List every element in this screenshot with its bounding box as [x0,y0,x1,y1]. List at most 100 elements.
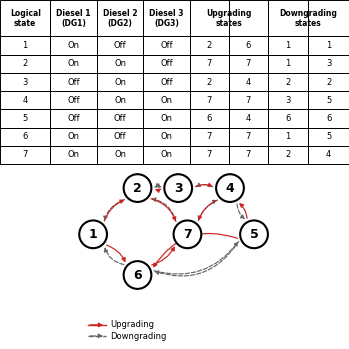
Text: On: On [114,150,126,159]
Text: Logical
state: Logical state [10,8,40,28]
Bar [97,36,143,55]
Bar [268,0,308,36]
Text: 3: 3 [285,96,291,105]
Text: Diesel 1
(DG1): Diesel 1 (DG1) [57,8,91,28]
Text: 7: 7 [183,228,192,241]
Text: 1: 1 [285,59,291,68]
Text: Off: Off [67,96,80,105]
Bar [50,73,97,91]
Circle shape [164,174,192,202]
Text: On: On [68,41,80,50]
Text: Off: Off [161,77,173,87]
FancyArrowPatch shape [152,247,174,265]
Text: 1: 1 [285,132,291,141]
Bar [143,91,190,109]
Bar [308,91,349,109]
Text: 6: 6 [245,41,251,50]
FancyArrowPatch shape [198,200,216,221]
Bar [97,128,143,146]
Text: On: On [161,150,173,159]
Text: 7: 7 [245,96,251,105]
Text: On: On [114,96,126,105]
Bar [50,91,97,109]
Bar [308,36,349,55]
Text: 1: 1 [89,228,97,241]
Text: 2: 2 [23,59,28,68]
Bar [229,73,268,91]
FancyArrowPatch shape [153,198,176,222]
Text: On: On [161,114,173,123]
Bar [50,0,97,36]
Bar [0,36,50,55]
FancyArrowPatch shape [155,184,159,187]
Text: On: On [68,150,80,159]
Bar [268,36,308,55]
Bar [0,146,50,164]
Text: Off: Off [114,41,127,50]
Text: 7: 7 [245,150,251,159]
FancyArrowPatch shape [104,248,124,265]
Bar [229,91,268,109]
Text: On: On [161,96,173,105]
Text: 6: 6 [23,132,28,141]
Text: On: On [114,59,126,68]
Bar [190,109,229,128]
Bar [97,109,143,128]
Bar [143,73,190,91]
Bar [308,146,349,164]
Text: Off: Off [161,59,173,68]
Text: 4: 4 [246,114,251,123]
Bar [0,91,50,109]
Bar [50,36,97,55]
Text: 2: 2 [285,77,291,87]
Text: Off: Off [114,114,127,123]
Bar [50,109,97,128]
Text: Off: Off [161,41,173,50]
Bar [0,55,50,73]
Bar [308,109,349,128]
Bar [190,55,229,73]
Bar [143,0,190,36]
Bar [97,91,143,109]
Text: 2: 2 [133,181,142,195]
FancyArrowPatch shape [237,204,244,218]
FancyArrowPatch shape [154,243,238,274]
Text: 5: 5 [23,114,28,123]
Bar [0,109,50,128]
Text: Off: Off [67,114,80,123]
Bar [97,0,143,36]
Text: 6: 6 [133,268,142,282]
Text: 6: 6 [326,114,331,123]
Bar [143,36,190,55]
Text: 1: 1 [23,41,28,50]
Text: 4: 4 [326,150,331,159]
FancyArrowPatch shape [240,204,247,218]
Circle shape [173,221,201,248]
Bar [0,128,50,146]
Text: On: On [68,59,80,68]
Text: 2: 2 [207,41,212,50]
Bar [143,128,190,146]
Circle shape [79,221,107,248]
Circle shape [124,174,151,202]
Bar [97,55,143,73]
Text: Downgrading
states: Downgrading states [279,8,337,28]
Bar [268,73,308,91]
FancyArrowPatch shape [151,199,176,220]
Bar [268,146,308,164]
Bar [143,146,190,164]
Text: Off: Off [67,77,80,87]
Text: 2: 2 [207,77,212,87]
Text: 6: 6 [285,114,291,123]
Text: 7: 7 [207,132,212,141]
Text: Upgrading
states: Upgrading states [206,8,252,28]
Text: 7: 7 [245,132,251,141]
Text: 7: 7 [207,150,212,159]
Bar [229,55,268,73]
Bar [0,73,50,91]
Bar [190,73,229,91]
Bar [229,36,268,55]
Bar [190,128,229,146]
Bar [268,91,308,109]
Circle shape [216,174,244,202]
